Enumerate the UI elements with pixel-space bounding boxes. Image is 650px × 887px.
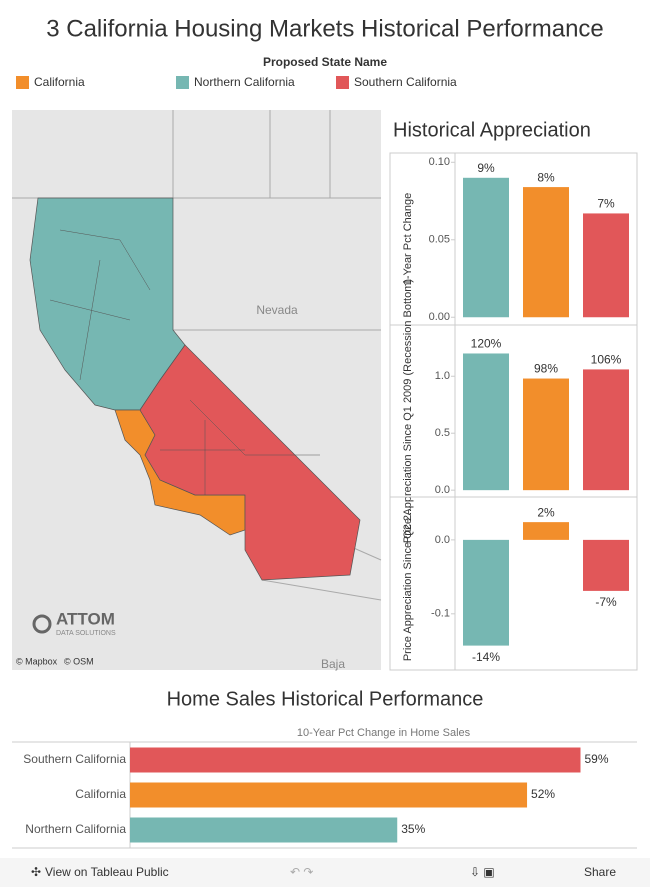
toolbar-undo[interactable]: ↶ ↷ <box>290 865 313 879</box>
toolbar-share[interactable]: Share <box>584 865 616 879</box>
value-label: 59% <box>584 752 608 766</box>
bar <box>463 539 509 646</box>
y-axis-label: Price Appreciation Since Q1 2009 (Recess… <box>402 279 414 543</box>
legend-label: Northern California <box>194 75 295 89</box>
value-label: 106% <box>591 353 622 367</box>
bar <box>523 378 569 491</box>
value-label: 98% <box>534 362 558 376</box>
toolbar-icon[interactable]: ✣ <box>31 865 41 879</box>
section-title: Historical Appreciation <box>393 119 591 141</box>
y-tick-label: 1.0 <box>435 370 450 382</box>
bar <box>130 747 581 773</box>
legend-title: Proposed State Name <box>263 55 387 69</box>
title: 3 California Housing Markets Historical … <box>46 15 604 42</box>
toolbar-view[interactable]: View on Tableau Public <box>45 865 169 879</box>
map-label: Baja <box>321 657 345 671</box>
bar <box>130 817 398 843</box>
y-tick-label: 0.10 <box>429 156 450 168</box>
value-label: 2% <box>537 505 555 519</box>
value-label: 7% <box>597 197 615 211</box>
x-axis-label: 10-Year Pct Change in Home Sales <box>297 727 471 739</box>
legend-swatch <box>176 76 189 89</box>
panel-frame <box>389 152 638 671</box>
map-label: Nevada <box>256 303 298 317</box>
value-label: 8% <box>537 170 555 184</box>
map-credit: © OSM <box>64 656 94 666</box>
bar <box>583 539 629 591</box>
bar <box>523 522 569 540</box>
legend-label: Southern California <box>354 75 457 89</box>
y-tick-label: 0.0 <box>435 484 450 496</box>
y-tick-label: -0.1 <box>431 608 450 620</box>
toolbar <box>0 858 650 887</box>
y-tick-label: 0.0 <box>435 534 450 546</box>
value-label: -14% <box>472 650 500 664</box>
y-tick-label: 0.00 <box>429 311 450 323</box>
bar <box>130 782 528 808</box>
county-lines <box>49 229 320 495</box>
bar <box>463 353 509 491</box>
value-label: -7% <box>595 595 617 609</box>
y-axis-label: 1-Year Pct Change <box>402 193 414 286</box>
legend-swatch <box>336 76 349 89</box>
y-tick-label: Southern California <box>23 752 126 766</box>
map-credit: © Mapbox <box>16 656 58 666</box>
y-tick-label: 0.5 <box>435 427 450 439</box>
toolbar-icons[interactable]: ⇩ ▣ <box>470 865 495 879</box>
value-label: 9% <box>477 161 495 175</box>
y-axis-label: Price Appreciation Since Q2 2... <box>402 506 414 661</box>
logo-icon <box>32 614 52 634</box>
bar <box>583 213 629 318</box>
y-tick-label: Northern California <box>25 822 126 836</box>
bar <box>583 369 629 491</box>
map[interactable]: Nevada Baja © Mapbox © OSM ATTOM DATA SO… <box>12 110 382 671</box>
y-tick-label: 0.05 <box>429 234 450 246</box>
region-southern <box>139 344 361 581</box>
value-label: 35% <box>401 822 425 836</box>
bar <box>523 187 569 318</box>
hbar-title: Home Sales Historical Performance <box>167 688 484 710</box>
logo-sub: DATA SOLUTIONS <box>56 630 116 637</box>
legend-label: California <box>34 75 85 89</box>
value-label: 52% <box>531 787 555 801</box>
value-label: 120% <box>471 337 502 351</box>
logo: ATTOM <box>56 609 115 628</box>
y-tick-label: California <box>75 787 126 801</box>
legend-swatch <box>16 76 29 89</box>
bar <box>463 177 509 318</box>
